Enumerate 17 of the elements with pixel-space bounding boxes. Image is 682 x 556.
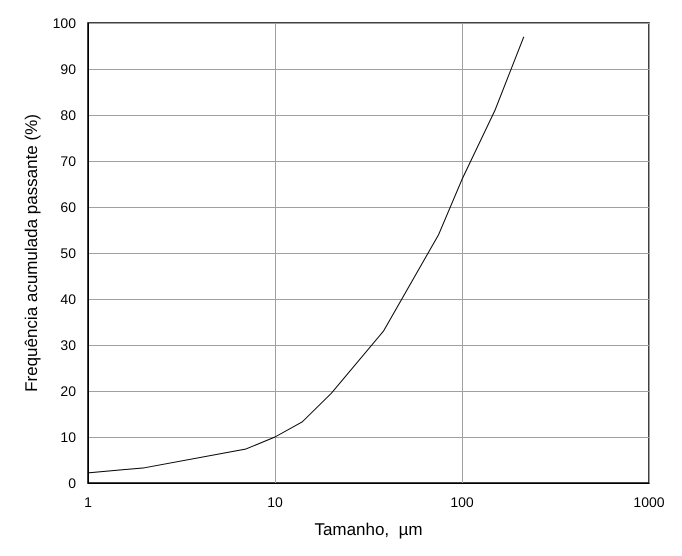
y-tick-label: 70 bbox=[60, 153, 76, 169]
x-tick-label: 1000 bbox=[633, 494, 665, 510]
y-tick-label: 20 bbox=[60, 383, 76, 399]
y-tick-label: 100 bbox=[52, 15, 76, 31]
y-tick-label: 0 bbox=[68, 475, 76, 491]
y-tick-label: 30 bbox=[60, 337, 76, 353]
x-tick-label: 10 bbox=[267, 494, 283, 510]
x-tick-label: 1 bbox=[84, 494, 92, 510]
y-tick-label: 40 bbox=[60, 291, 76, 307]
y-tick-label: 90 bbox=[60, 61, 76, 77]
y-tick-label: 80 bbox=[60, 107, 76, 123]
y-tick-label: 50 bbox=[60, 245, 76, 261]
x-axis-title: Tamanho, µm bbox=[314, 520, 423, 539]
y-tick-label: 60 bbox=[60, 199, 76, 215]
x-tick-label: 100 bbox=[450, 494, 474, 510]
y-axis-title: Frequência acumulada passante (%) bbox=[22, 114, 41, 392]
y-tick-label: 10 bbox=[60, 429, 76, 445]
